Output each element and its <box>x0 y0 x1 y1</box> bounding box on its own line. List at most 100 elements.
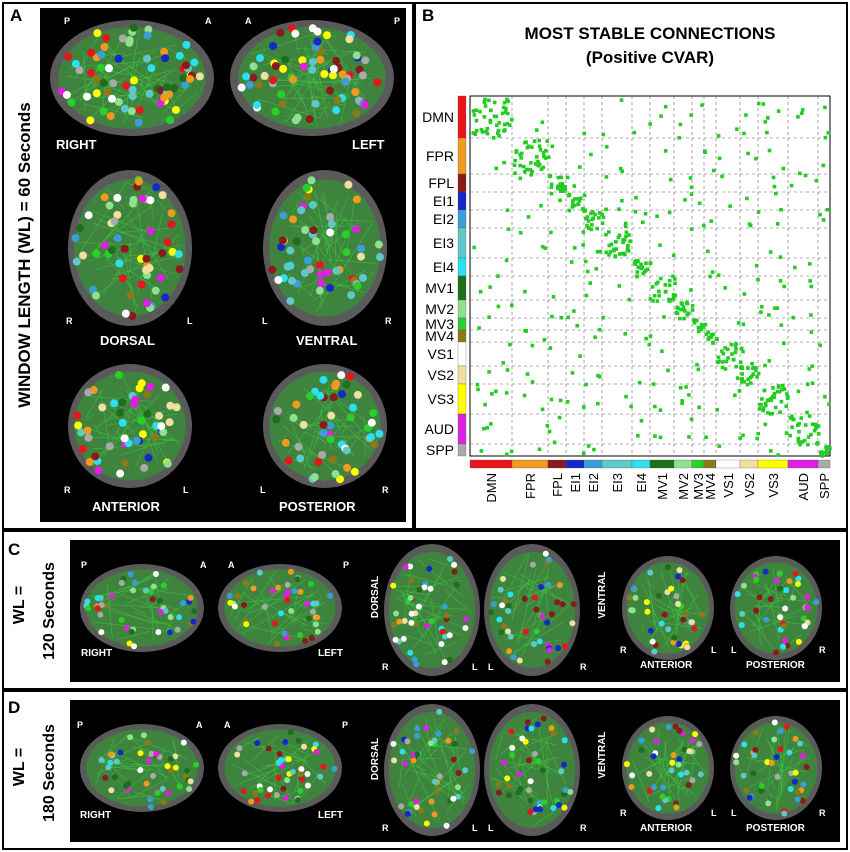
connection-cell <box>651 382 656 386</box>
connection-cell <box>731 357 736 362</box>
connection-cell <box>472 113 477 117</box>
connection-cell <box>777 389 782 394</box>
connection-cell <box>807 367 812 371</box>
connection-cell <box>560 186 564 190</box>
connection-cell <box>614 239 618 244</box>
connection-cell <box>597 211 602 215</box>
row-color-fpl <box>457 173 467 193</box>
connection-cell <box>778 279 783 283</box>
connection-cell <box>504 258 509 263</box>
connection-cell <box>569 260 574 264</box>
connection-cell <box>472 245 476 250</box>
connection-cell <box>604 144 609 149</box>
connection-cell <box>593 212 597 217</box>
connection-cell <box>563 184 567 189</box>
connection-cell <box>738 360 743 365</box>
a-ventral-corner-r: R <box>385 316 392 326</box>
connection-cell <box>643 211 648 216</box>
a-left-corner-p: P <box>394 16 401 26</box>
panel-a-side-title: WINDOW LENGTH (WL) = 60 Seconds <box>15 102 34 408</box>
connection-cell <box>494 114 499 119</box>
connection-cell <box>534 128 539 132</box>
connection-cell <box>491 136 496 140</box>
connection-cell <box>543 148 548 153</box>
connection-cell <box>550 314 554 319</box>
connection-cell <box>818 343 823 348</box>
connection-cell <box>508 342 512 347</box>
connection-cell <box>689 113 693 117</box>
connection-cell <box>482 100 487 104</box>
connection-cell <box>720 174 724 179</box>
connection-cell <box>573 197 577 201</box>
c-right-label: RIGHT <box>81 648 113 659</box>
connection-cell <box>740 379 744 384</box>
connection-cell <box>771 386 775 390</box>
col-color-fpr <box>511 459 549 469</box>
connection-cell <box>711 332 716 337</box>
panel-b-title: MOST STABLE CONNECTIONS <box>524 24 776 43</box>
connection-cell <box>756 277 760 282</box>
connection-cell <box>523 140 527 145</box>
connection-cell <box>808 279 812 283</box>
a-dorsal-brain <box>68 170 192 326</box>
col-color-mv3 <box>691 459 705 469</box>
col-label-vs2: VS2 <box>742 473 757 498</box>
row-label-ei1: EI1 <box>433 193 454 209</box>
connection-cell <box>772 184 777 189</box>
connection-cell <box>648 334 653 338</box>
connection-cell <box>706 249 710 254</box>
connection-cell <box>529 172 534 177</box>
row-label-ei3: EI3 <box>433 235 454 251</box>
connection-cell <box>687 393 691 397</box>
connection-cell <box>566 315 571 320</box>
connection-cell <box>735 127 739 132</box>
connection-cell <box>680 302 685 306</box>
connection-cell <box>507 123 512 127</box>
connection-cell <box>586 219 591 223</box>
connection-cell <box>680 399 684 403</box>
connection-cell <box>597 327 602 332</box>
connection-cell <box>653 434 657 438</box>
connection-cell <box>681 305 686 309</box>
connection-cell <box>768 412 773 416</box>
connection-cell <box>505 97 509 102</box>
connection-cell <box>494 389 498 394</box>
connection-cell <box>565 400 570 404</box>
connection-cell <box>759 310 763 314</box>
c-anterior-corner-r: R <box>620 645 627 655</box>
connection-cell <box>776 385 781 389</box>
connection-cell <box>763 120 768 124</box>
connection-cell <box>763 422 768 427</box>
connection-cell <box>482 426 486 431</box>
connection-cell <box>582 193 587 198</box>
connection-cell <box>545 139 550 143</box>
row-label-vs3: VS3 <box>428 391 455 407</box>
connection-cell <box>788 416 793 420</box>
connection-cell <box>474 118 479 123</box>
connection-cell <box>567 192 572 197</box>
connection-cell <box>500 111 505 116</box>
connection-cell <box>807 414 812 418</box>
row-color-vs1 <box>457 341 467 367</box>
connection-cell <box>471 131 476 135</box>
connection-cell <box>663 283 668 287</box>
connection-cell <box>539 203 543 208</box>
connection-cell <box>676 306 680 311</box>
connection-cell <box>648 261 653 266</box>
c-anterior-label: ANTERIOR <box>640 660 693 671</box>
d-left-corner-a: A <box>224 720 231 730</box>
connection-cell <box>494 123 499 128</box>
connection-cell <box>506 227 511 232</box>
connection-cell <box>558 182 563 186</box>
connection-cell <box>518 230 523 235</box>
a-dorsal-corner-r: R <box>66 316 73 326</box>
connection-cell <box>577 198 582 203</box>
connection-cell <box>668 177 673 182</box>
connection-cell <box>477 326 481 330</box>
connection-cell <box>501 361 506 365</box>
connection-cell <box>529 161 533 165</box>
connection-cell <box>485 126 490 131</box>
connection-cell <box>826 131 831 135</box>
c-ventral-brain <box>484 544 580 676</box>
connection-cell <box>809 432 813 437</box>
